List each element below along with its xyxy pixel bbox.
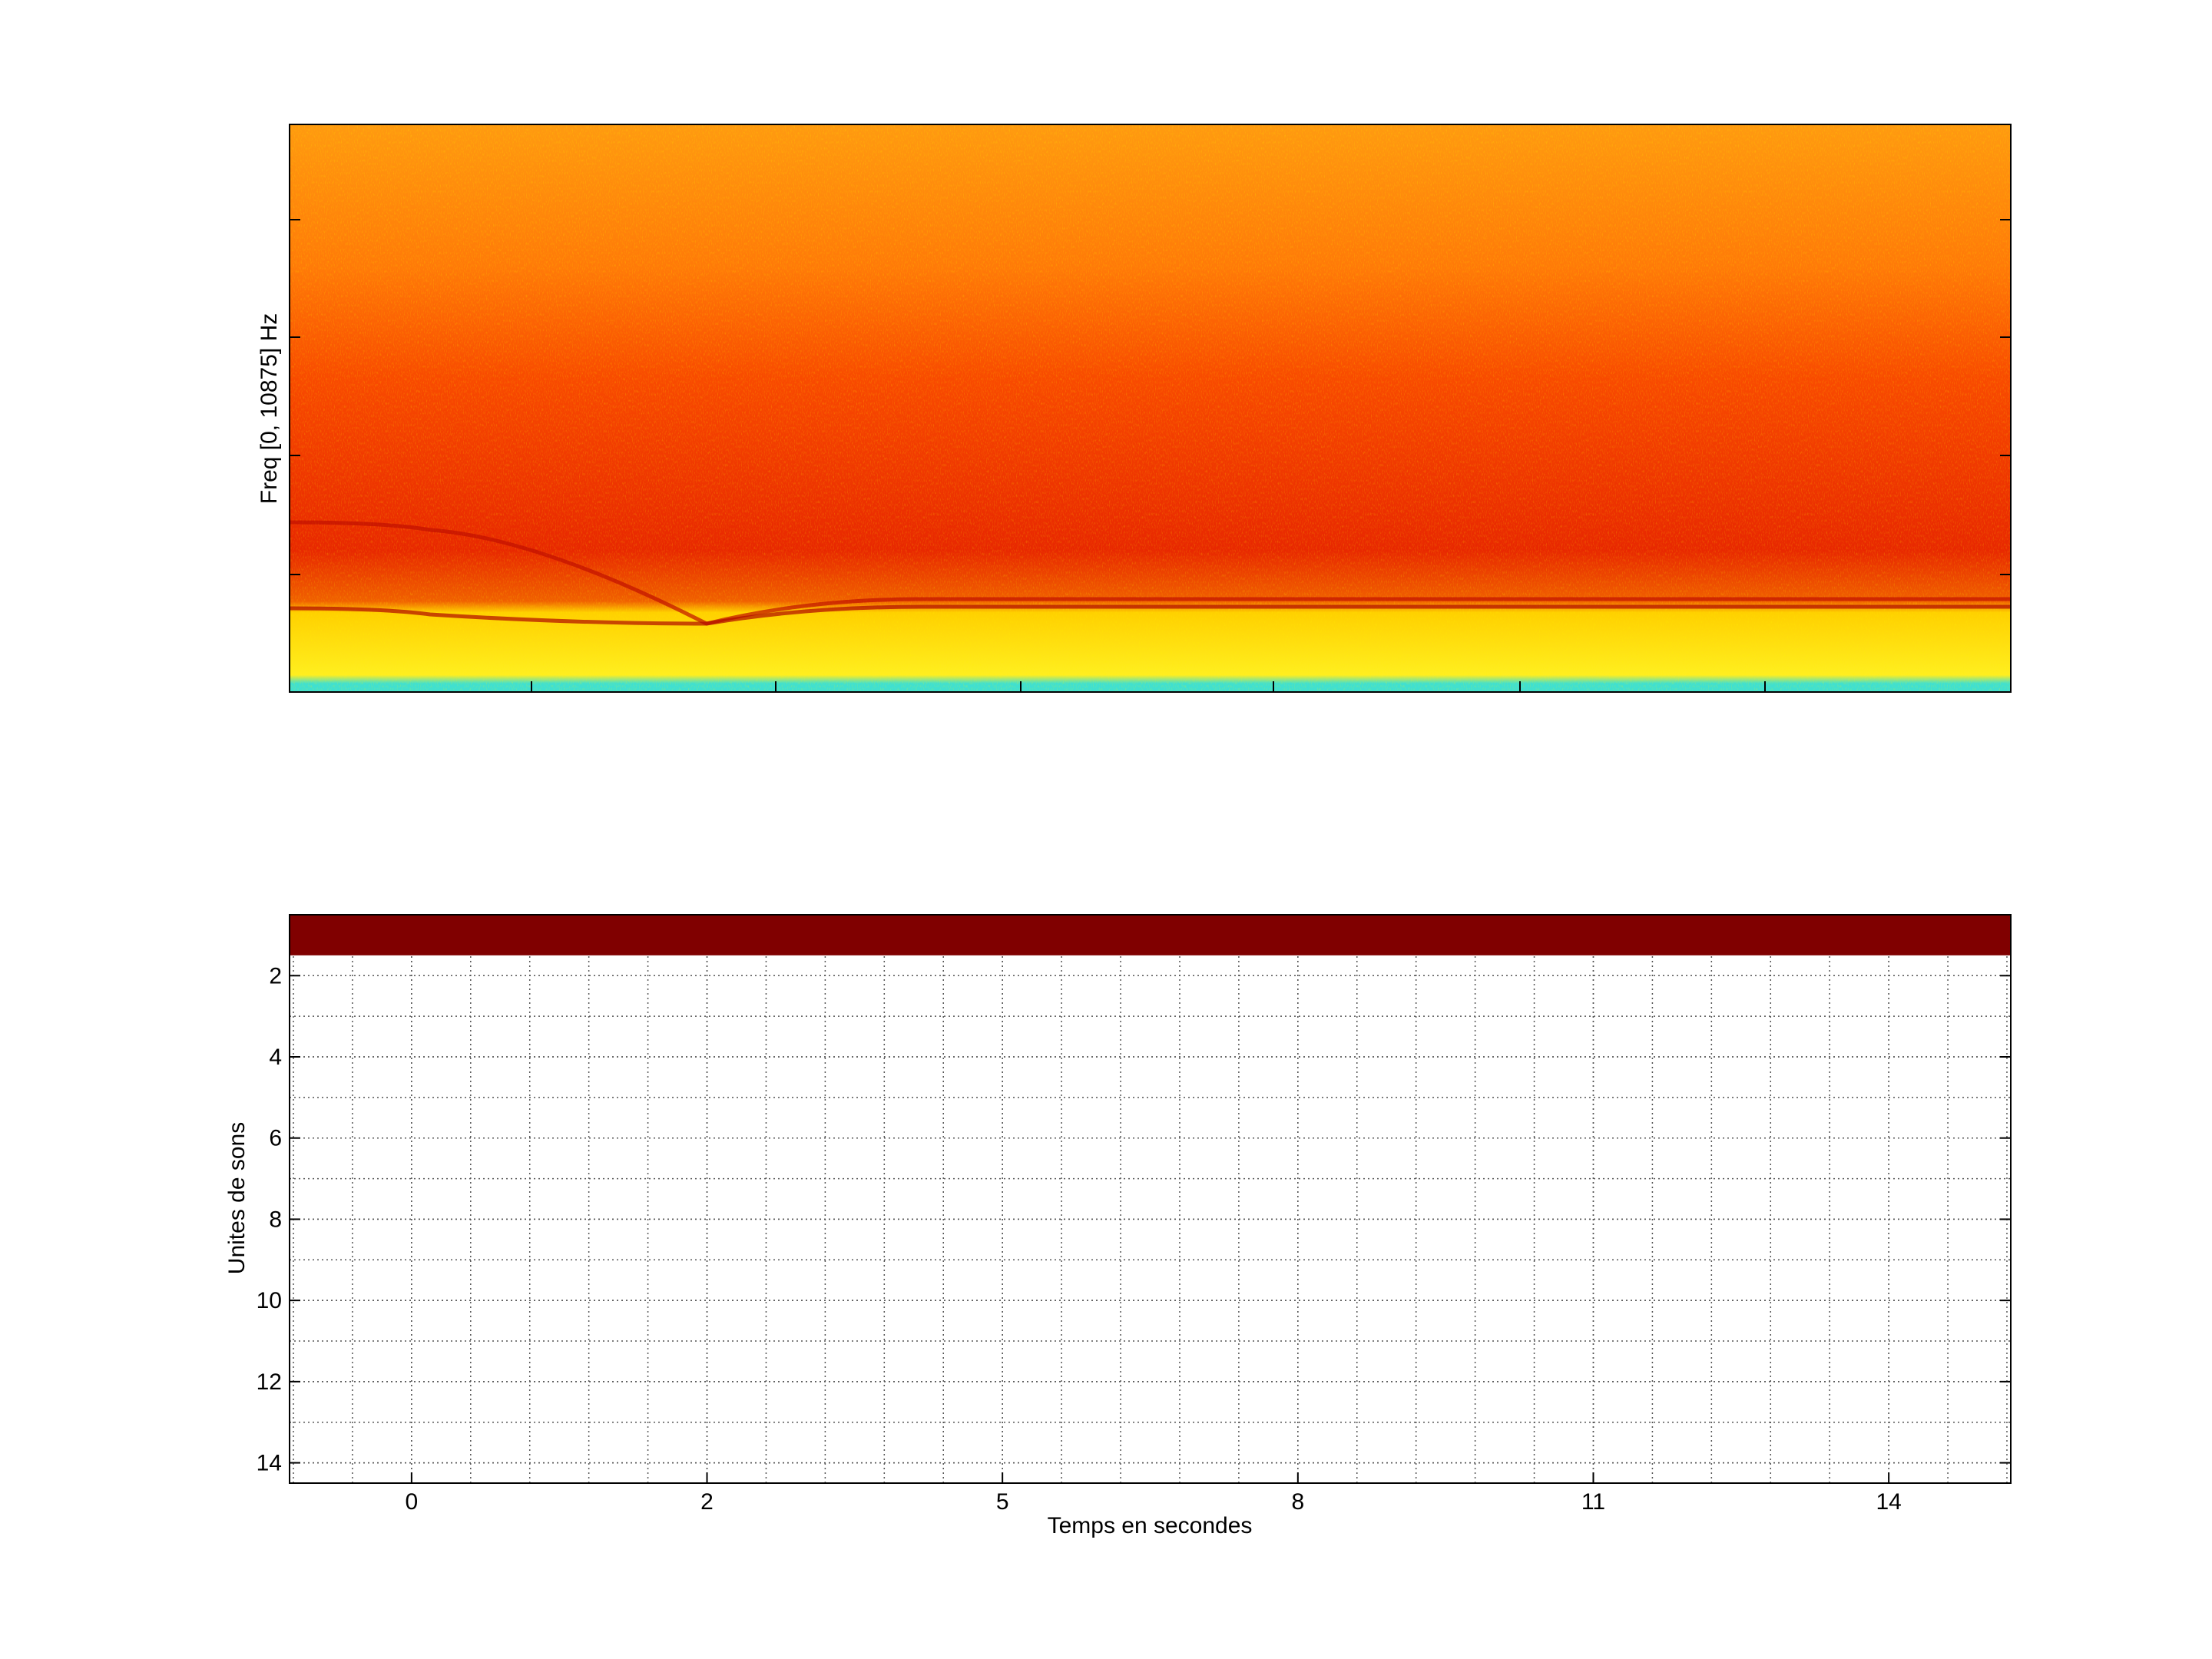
y-tick-label: 6 xyxy=(269,1126,282,1151)
unit-bar xyxy=(290,915,2011,955)
x-axis-label: Temps en secondes xyxy=(1048,1513,1253,1538)
y-tick-label: 10 xyxy=(257,1288,282,1313)
spectrogram-panel: Freq [0, 10875] Hz xyxy=(257,124,2012,693)
y-tick-label: 8 xyxy=(269,1207,282,1232)
y-tick-label: 14 xyxy=(257,1451,282,1476)
raster-panel: 2 4 6 8 10 12 14 0 2 5 8 11 14 xyxy=(257,914,2012,1515)
y-tick-label: 2 xyxy=(269,963,282,988)
x-tick-label: 8 xyxy=(1291,1489,1304,1515)
ticks xyxy=(290,219,2011,692)
x-tick-label: 5 xyxy=(996,1489,1009,1515)
x-tick-label: 14 xyxy=(1876,1489,1901,1515)
axes-box xyxy=(289,124,2012,693)
x-tick-label: 2 xyxy=(700,1489,714,1515)
y-tick-label: 4 xyxy=(269,1045,282,1070)
axes-box xyxy=(289,914,2012,1484)
harmonic xyxy=(289,604,2011,626)
x-tick-label: 11 xyxy=(1581,1489,1605,1515)
y-axis-label: Unites de sons xyxy=(224,1122,250,1274)
y-tick-label: 12 xyxy=(257,1369,282,1395)
y-axis-label: Freq [0, 10875] Hz xyxy=(257,313,282,504)
harmonic xyxy=(289,520,2011,626)
x-tick-label: 0 xyxy=(406,1489,419,1515)
